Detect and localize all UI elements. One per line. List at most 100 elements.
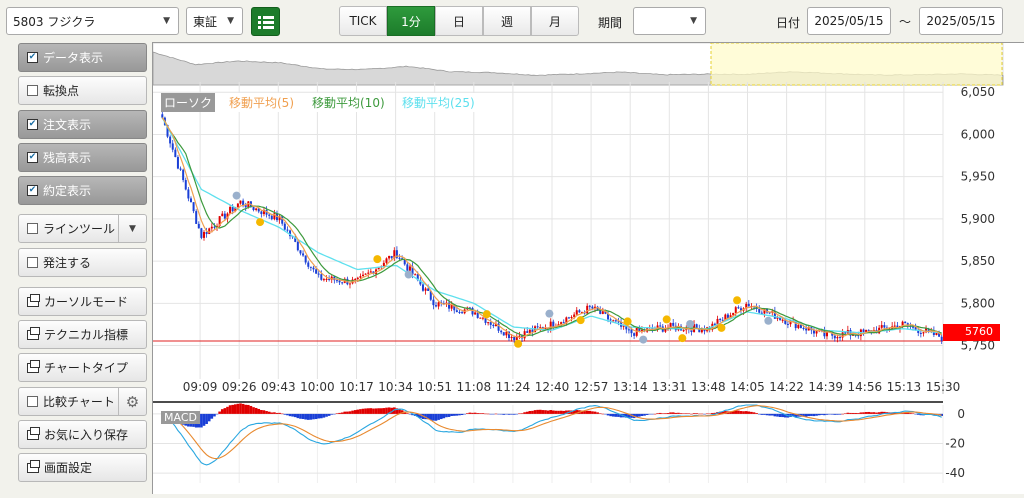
date-label: 日付 [776, 16, 801, 30]
macd-histogram-bar [322, 413, 326, 418]
chart-type-label: チャートタイプ [44, 361, 128, 375]
macd-histogram-bar [364, 408, 367, 414]
time-tick-label: 12:57 [574, 380, 609, 394]
list-menu-button[interactable] [251, 7, 280, 36]
data-display-label: データ表示 [43, 51, 104, 65]
macd-histogram-bar [481, 413, 485, 414]
macd-histogram-bar [851, 412, 855, 414]
candle-body [411, 266, 414, 275]
candle-body [938, 332, 941, 337]
chart-svg[interactable]: 5,750 5,800 5,850 5,900 5,950 6,000 6,050 09:0… [152, 42, 1024, 495]
candle-body [328, 278, 331, 280]
gear-icon[interactable]: ⚙ [118, 388, 146, 415]
macd-histogram-bar [731, 411, 735, 414]
market-select[interactable]: 東証 ▼ [186, 7, 243, 35]
macd-histogram-bar [752, 412, 756, 414]
macd-histogram-bar [690, 413, 693, 415]
chart-area[interactable]: 5,750 5,800 5,850 5,900 5,950 6,000 6,050 09:0… [152, 42, 1024, 494]
line-tool-dropdown-icon[interactable]: ▼ [118, 215, 146, 242]
navigator-selection[interactable] [710, 42, 1003, 86]
trade-marker [686, 319, 695, 328]
screen-settings-button[interactable]: 画面設定 [18, 453, 147, 482]
candle-body [567, 317, 570, 319]
navigator[interactable] [152, 42, 1004, 86]
contract-display-toggle[interactable]: ✔ 約定表示 [18, 176, 147, 205]
macd-histogram-bar [395, 408, 399, 414]
candle-body [565, 317, 568, 324]
candle-body [393, 250, 396, 258]
legend-ma10[interactable]: 移動平均(10) [310, 93, 387, 112]
macd-histogram-bar [309, 413, 313, 420]
macd-histogram-bar [695, 413, 698, 414]
candle-body [698, 328, 701, 333]
macd-histogram-bar [593, 411, 597, 414]
candle-body [435, 305, 438, 307]
candle-body [231, 206, 234, 212]
macd-histogram-bar [815, 413, 818, 416]
period-select[interactable]: ▼ [633, 7, 706, 35]
candle-body [799, 324, 802, 328]
macd-histogram-bar [236, 403, 240, 414]
macd-histogram-bar [849, 412, 852, 414]
period-tab-1min[interactable]: 1分 [387, 6, 435, 36]
compare-chart-toggle[interactable]: 比較チャート ⚙ [18, 387, 147, 416]
candle-body [807, 327, 810, 331]
candle-body [549, 321, 552, 330]
macd-histogram-bar [656, 413, 659, 414]
chart-type-button[interactable]: チャートタイプ [18, 353, 147, 382]
candle-body [596, 306, 599, 311]
legend-ma25[interactable]: 移動平均(25) [400, 93, 477, 112]
macd-histogram-bar [215, 413, 219, 415]
candle-body [591, 306, 594, 309]
candle-body [242, 200, 245, 206]
period-tab-day[interactable]: 日 [435, 6, 483, 36]
stock-select[interactable]: 5803 フジクラ ▼ [6, 7, 179, 35]
candle-body [489, 322, 492, 325]
candle-body [174, 149, 177, 158]
candle-body [575, 310, 578, 315]
save-favorite-button[interactable]: お気に入り保存 [18, 420, 147, 449]
macd-histogram-bar [346, 411, 349, 414]
candle-body [677, 325, 680, 331]
period-tab-week[interactable]: 週 [483, 6, 531, 36]
macd-histogram-bar [254, 407, 258, 414]
candle-body [664, 328, 667, 332]
candle-body [468, 307, 471, 309]
line-tool-toggle[interactable]: ラインツール ▼ [18, 214, 147, 243]
place-order-toggle[interactable]: 発注する [18, 248, 147, 277]
candle-body [458, 311, 461, 313]
macd-histogram-bar [283, 413, 287, 415]
macd-histogram-bar [239, 403, 242, 414]
legend-ma5[interactable]: 移動平均(5) [227, 93, 296, 112]
macd-histogram-bar [870, 412, 873, 414]
price-tick-label: 6,050 [961, 85, 995, 99]
cursor-mode-button[interactable]: カーソルモード [18, 287, 147, 316]
legend-candle[interactable]: ローソク [161, 93, 216, 112]
candle-body [450, 304, 453, 309]
order-display-toggle[interactable]: ✔ 注文表示 [18, 110, 147, 139]
date-to-field[interactable]: 2025/05/15 [919, 7, 1003, 35]
price-tick-label: 5,850 [961, 254, 995, 268]
time-tick-label: 12:40 [535, 380, 570, 394]
technical-indicator-button[interactable]: テクニカル指標 [18, 320, 147, 349]
period-tab-month[interactable]: 月 [531, 6, 579, 36]
date-from-field[interactable]: 2025/05/15 [807, 7, 891, 35]
macd-histogram-bar [794, 413, 798, 417]
candle-body [500, 330, 503, 333]
macd-histogram-bar [361, 408, 365, 414]
time-tick-label: 10:17 [339, 380, 374, 394]
candle-body [388, 256, 391, 259]
time-tick-label: 10:51 [417, 380, 452, 394]
trade-marker [678, 334, 687, 343]
ma5-line [161, 117, 943, 338]
checkbox-checked-icon: ✔ [27, 152, 38, 163]
balance-display-toggle[interactable]: ✔ 残高表示 [18, 143, 147, 172]
conversion-point-toggle[interactable]: 転換点 [18, 76, 147, 105]
candle-body [362, 274, 365, 277]
candle-body [786, 323, 789, 325]
period-tab-tick[interactable]: TICK [339, 6, 387, 36]
data-display-toggle[interactable]: ✔ データ表示 [18, 43, 147, 72]
candle-body [294, 237, 297, 242]
candle-body [536, 326, 539, 328]
macd-histogram-bar [489, 413, 493, 415]
